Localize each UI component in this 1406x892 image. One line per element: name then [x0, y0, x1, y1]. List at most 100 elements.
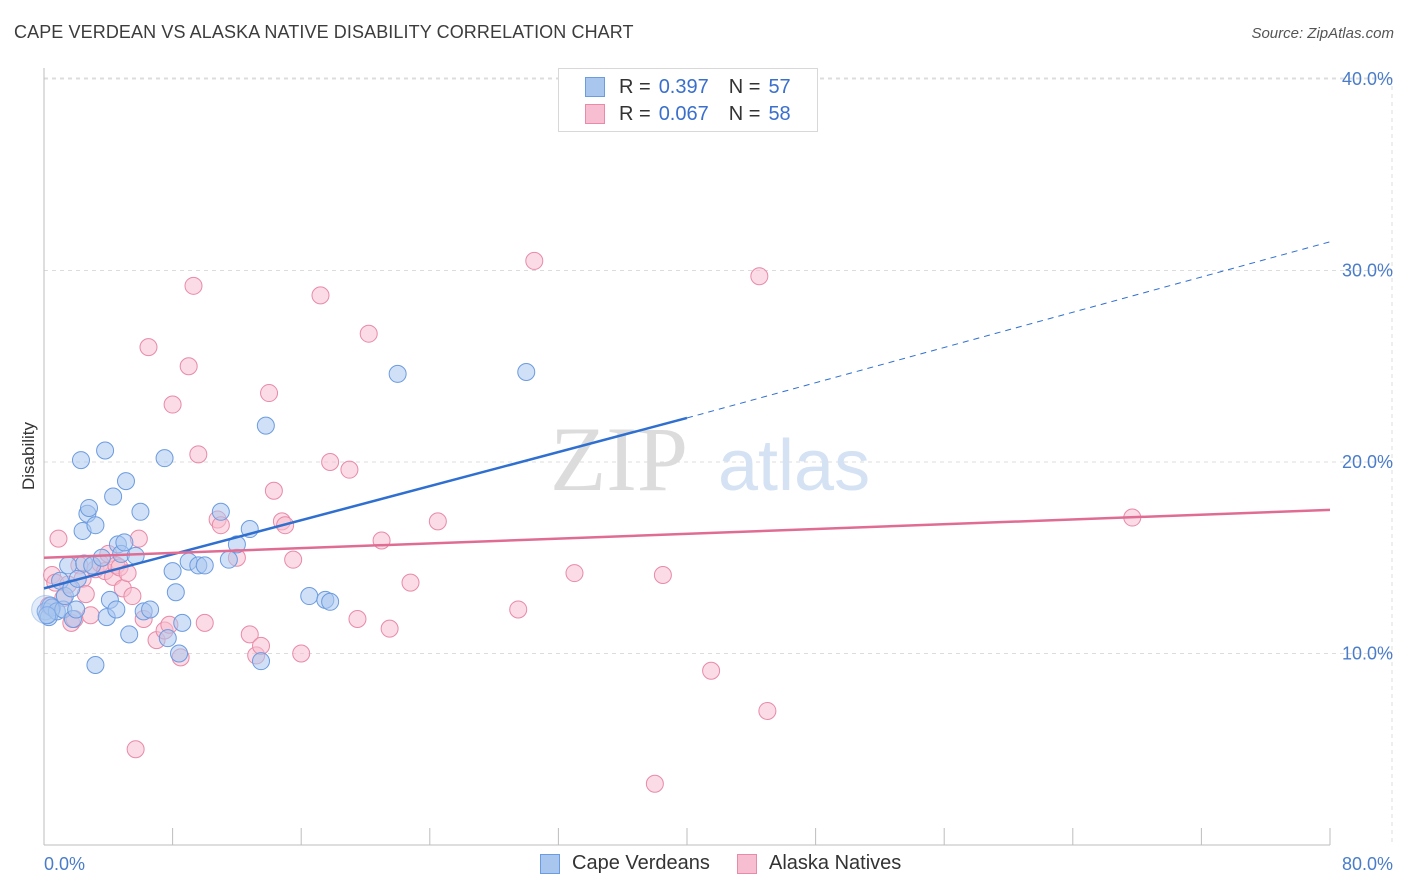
legend: R = 0.397 N = 57 R = 0.067 N = 58: [558, 68, 818, 132]
point-cape-verdeans: [388, 364, 407, 383]
point-cape-verdeans: [67, 600, 86, 619]
legend-n-label: N =: [728, 102, 761, 125]
trend-line-alaska-natives: [43, 508, 1331, 559]
trend-line-cape-verdeans: [43, 416, 688, 590]
point-alaska-natives: [509, 600, 528, 619]
axes: [43, 68, 1331, 846]
point-cape-verdeans: [256, 416, 275, 435]
legend-r-label: R =: [619, 75, 651, 98]
point-alaska-natives: [123, 587, 142, 606]
point-cape-verdeans: [131, 502, 150, 521]
y-axis-label: Disability: [19, 421, 38, 490]
point-cape-verdeans: [141, 600, 160, 619]
point-alaska-natives: [645, 774, 664, 793]
y-tick-label: 40.0%: [1342, 69, 1393, 89]
point-alaska-natives: [359, 324, 378, 343]
point-alaska-natives: [163, 395, 182, 414]
legend-r-value: 0.067: [658, 102, 709, 125]
legend-row-alaska-natives: R = 0.067 N = 58: [585, 102, 791, 126]
legend-r-label: R =: [619, 102, 651, 125]
point-alaska-natives: [428, 512, 447, 531]
point-cape-verdeans: [211, 502, 230, 521]
point-alaska-natives: [189, 445, 208, 464]
point-alaska-natives: [118, 564, 137, 583]
bottom-legend: Cape Verdeans Alaska Natives: [0, 852, 1406, 878]
point-alaska-natives: [139, 338, 158, 357]
point-alaska-natives: [380, 619, 399, 638]
legend-row-cape-verdeans: R = 0.397 N = 57: [585, 75, 791, 99]
point-alaska-natives: [184, 276, 203, 295]
point-alaska-natives: [240, 625, 259, 644]
tick-labels: 10.0% 20.0% 30.0% 40.0% 0.0% 80.0%: [44, 69, 1393, 874]
trend-lines: [43, 241, 1331, 590]
point-cape-verdeans: [166, 583, 185, 602]
bottom-legend-label: Alaska Natives: [769, 852, 902, 874]
point-cape-verdeans: [173, 613, 192, 632]
point-alaska-natives: [702, 661, 721, 680]
point-cape-verdeans: [155, 449, 174, 468]
point-cape-verdeans: [115, 533, 134, 552]
point-cape-verdeans: [80, 498, 99, 517]
point-alaska-natives: [525, 251, 544, 270]
source-label: Source: ZipAtlas.com: [1251, 25, 1394, 42]
y-tick-label: 30.0%: [1342, 261, 1393, 281]
point-alaska-natives: [284, 550, 303, 569]
point-cape-verdeans: [104, 487, 123, 506]
point-alaska-natives: [340, 460, 359, 479]
point-alaska-natives: [348, 610, 367, 629]
point-cape-verdeans: [517, 362, 536, 381]
point-cape-verdeans: [158, 629, 177, 648]
bottom-legend-swatch-blue: [540, 853, 560, 874]
bottom-legend-swatch-pink: [737, 853, 757, 874]
legend-swatch-blue: [585, 77, 605, 97]
point-cape-verdeans: [38, 606, 57, 625]
point-cape-verdeans: [31, 594, 61, 624]
point-cape-verdeans: [163, 562, 182, 581]
point-cape-verdeans: [71, 451, 90, 470]
point-cape-verdeans: [116, 472, 135, 491]
x-tick-label: 0.0%: [44, 854, 85, 874]
point-alaska-natives: [260, 384, 279, 403]
bottom-legend-alaska-natives: Alaska Natives: [737, 852, 901, 875]
legend-n-value: 58: [768, 102, 791, 125]
point-alaska-natives: [311, 286, 330, 305]
point-cape-verdeans: [92, 548, 111, 567]
point-cape-verdeans: [321, 592, 340, 611]
point-alaska-natives: [321, 453, 340, 471]
point-alaska-natives: [653, 565, 672, 584]
point-alaska-natives: [264, 481, 283, 500]
bottom-legend-label: Cape Verdeans: [572, 852, 710, 874]
point-cape-verdeans: [107, 600, 126, 619]
point-alaska-natives: [252, 636, 271, 655]
series-cape-verdeans: [31, 362, 536, 674]
point-cape-verdeans: [252, 652, 271, 671]
bottom-legend-cape-verdeans: Cape Verdeans: [540, 852, 710, 875]
point-alaska-natives: [292, 644, 311, 663]
y-tick-label: 10.0%: [1342, 644, 1393, 664]
point-cape-verdeans: [96, 441, 115, 460]
chart-title: CAPE VERDEAN VS ALASKA NATIVE DISABILITY…: [14, 22, 634, 42]
point-alaska-natives: [758, 701, 777, 720]
point-alaska-natives: [750, 267, 769, 286]
point-alaska-natives: [49, 529, 68, 548]
legend-swatch-pink: [585, 104, 605, 124]
point-alaska-natives: [565, 564, 584, 583]
point-alaska-natives: [401, 573, 420, 592]
point-cape-verdeans: [86, 655, 105, 674]
legend-n-value: 57: [768, 75, 791, 98]
point-cape-verdeans: [300, 587, 319, 606]
point-alaska-natives: [179, 357, 198, 376]
point-cape-verdeans: [170, 644, 189, 663]
y-tick-label: 20.0%: [1342, 452, 1393, 472]
legend-r-value: 0.397: [658, 75, 709, 98]
legend-n-label: N =: [728, 75, 761, 98]
point-cape-verdeans: [195, 556, 214, 575]
watermark-atlas: atlas: [718, 426, 870, 506]
trend-line-cape-verdeans-dashed: [686, 241, 1331, 419]
point-cape-verdeans: [219, 550, 238, 569]
point-alaska-natives: [126, 740, 145, 759]
point-alaska-natives: [195, 613, 214, 632]
x-tick-label: 80.0%: [1342, 854, 1393, 874]
point-cape-verdeans: [86, 516, 105, 535]
